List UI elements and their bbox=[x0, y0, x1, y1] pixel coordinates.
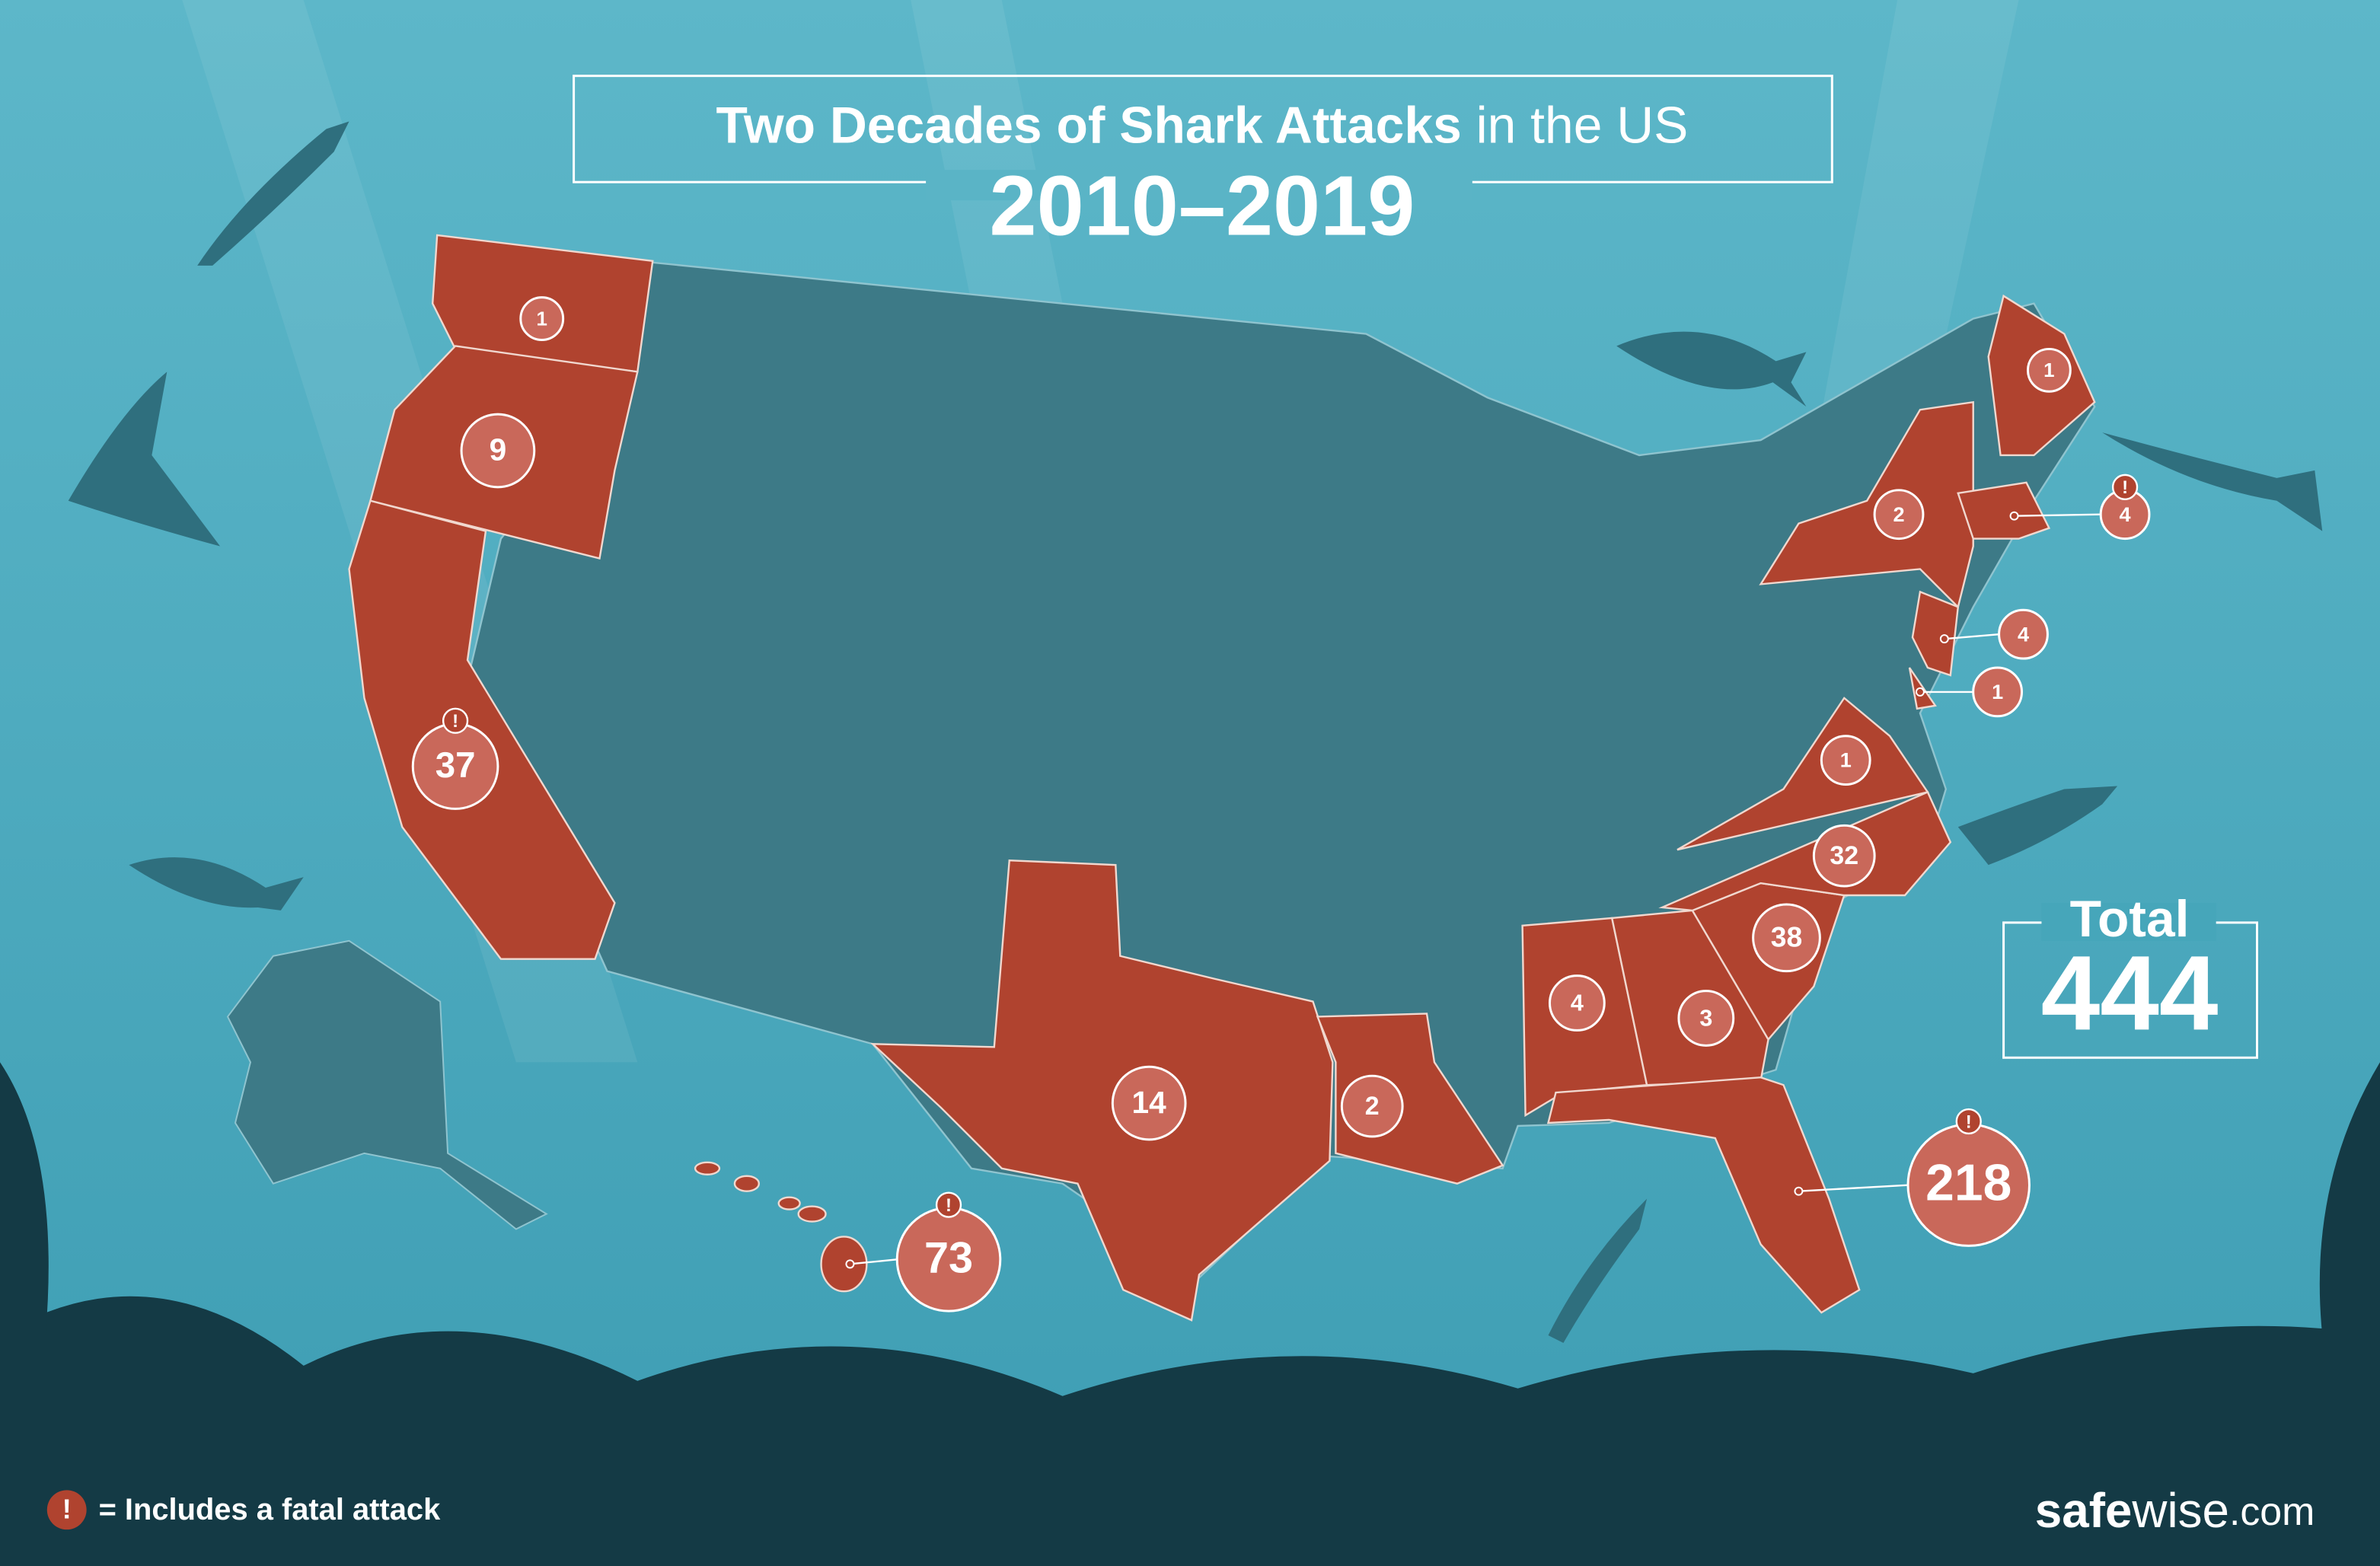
state-value: 73 bbox=[924, 1234, 973, 1283]
state-badge bbox=[519, 296, 565, 341]
state-value: 32 bbox=[1830, 841, 1858, 870]
state-value: 1 bbox=[2043, 360, 2054, 381]
state-tx bbox=[870, 859, 1334, 1322]
brand: safewise.com bbox=[2035, 1483, 2315, 1538]
title-light: in the US bbox=[1476, 97, 1689, 154]
state-nc bbox=[1658, 790, 1952, 912]
legend-text: = Includes a fatal attack bbox=[99, 1493, 441, 1526]
state-badge bbox=[1998, 608, 2049, 660]
state-value: 2 bbox=[1365, 1092, 1380, 1121]
state-value: 1 bbox=[537, 308, 547, 330]
state-value: 1 bbox=[1840, 748, 1852, 772]
state-ny bbox=[1759, 400, 1974, 609]
leader-line bbox=[1798, 1184, 1909, 1192]
state-badge bbox=[1548, 974, 1606, 1032]
leader-dot bbox=[1794, 1186, 1804, 1196]
state-badge bbox=[1677, 990, 1735, 1047]
state-value: 218 bbox=[1925, 1155, 2012, 1212]
state-value: 14 bbox=[1132, 1085, 1167, 1120]
title-bold: Two Decades of Shark Attacks bbox=[716, 97, 1462, 154]
state-value: 4 bbox=[1571, 990, 1584, 1016]
state-nj bbox=[1911, 590, 1960, 677]
state-badge bbox=[1812, 824, 1876, 888]
leader-line bbox=[2014, 513, 2101, 517]
title: Two Decades of Shark Attacks in the US bbox=[716, 97, 1689, 154]
total-box-gap bbox=[2041, 902, 2216, 941]
legend-icon bbox=[46, 1490, 87, 1530]
state-la bbox=[1316, 1013, 1504, 1185]
brand-bold: safe bbox=[2035, 1483, 2133, 1538]
state-value: 1 bbox=[1992, 680, 2003, 703]
brand-domain: .com bbox=[2229, 1489, 2315, 1533]
total-value: 444 bbox=[2041, 933, 2219, 1052]
seabed bbox=[0, 1296, 2380, 1566]
state-badge bbox=[1340, 1074, 1404, 1138]
state-hi bbox=[694, 1161, 868, 1293]
state-value: 38 bbox=[1771, 921, 1802, 953]
state-badge bbox=[460, 413, 536, 489]
leader-dot bbox=[1915, 687, 1925, 697]
state-ca bbox=[348, 499, 616, 960]
state-badge bbox=[1820, 735, 1871, 786]
title-box-gap bbox=[926, 170, 1472, 201]
state-value: 2 bbox=[1893, 502, 1904, 526]
shark-silhouettes bbox=[68, 121, 2323, 1343]
leader-line bbox=[850, 1258, 898, 1265]
state-value: 3 bbox=[1699, 1005, 1712, 1031]
fatal-marker: ! bbox=[946, 1195, 952, 1216]
years: 2010–2019 bbox=[990, 158, 1415, 254]
fatal-marker: ! bbox=[2122, 477, 2128, 498]
fatal-icon bbox=[2111, 474, 2139, 500]
state-badge bbox=[2026, 347, 2072, 393]
state-badge bbox=[1111, 1065, 1187, 1141]
legend-marker: ! bbox=[62, 1494, 72, 1525]
state-value: 4 bbox=[2018, 622, 2029, 646]
state-value: 9 bbox=[490, 432, 507, 467]
total-label: Total bbox=[2070, 891, 2190, 948]
state-value: 37 bbox=[435, 745, 476, 786]
state-badge bbox=[1873, 489, 1925, 541]
leader-dot bbox=[2009, 511, 2019, 521]
brand-light: wise bbox=[2131, 1483, 2229, 1538]
state-value: 4 bbox=[2120, 502, 2131, 526]
state-badge bbox=[1752, 903, 1821, 973]
state-fl bbox=[1546, 1076, 1861, 1314]
fatal-icon bbox=[1955, 1108, 1982, 1135]
fatal-marker: ! bbox=[1966, 1112, 1972, 1132]
alaska bbox=[226, 939, 548, 1230]
state-va bbox=[1677, 697, 1929, 851]
fatal-marker: ! bbox=[452, 711, 458, 732]
leader-dot bbox=[1939, 634, 1949, 644]
leader-dot bbox=[845, 1259, 855, 1269]
leader-line bbox=[1944, 633, 1999, 640]
state-badge bbox=[1972, 666, 2024, 718]
fatal-icon bbox=[442, 707, 469, 734]
fatal-icon bbox=[935, 1191, 962, 1218]
state-ma bbox=[1957, 481, 2051, 540]
